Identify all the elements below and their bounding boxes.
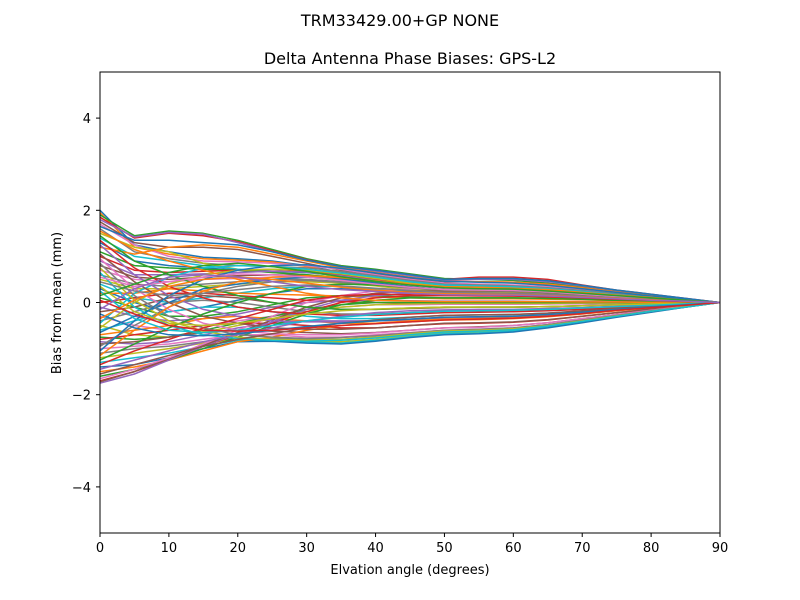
x-axis-label: Elvation angle (degrees) bbox=[330, 563, 489, 578]
x-tick-label: 60 bbox=[505, 541, 522, 556]
series-line-69 bbox=[100, 285, 720, 327]
x-tick-label: 40 bbox=[367, 541, 384, 556]
y-tick-label: 0 bbox=[83, 297, 91, 312]
x-tick-label: 90 bbox=[712, 541, 729, 556]
series-line-52 bbox=[100, 230, 720, 304]
axis-ticks: 0 10 20 30 40 50 60 70 80 90 −4 −2 0 2 4 bbox=[72, 112, 728, 556]
figure-suptitle: TRM33429.00+GP NONE bbox=[300, 11, 499, 30]
series-line-56 bbox=[100, 253, 720, 330]
series-line-43 bbox=[100, 297, 720, 378]
y-axis-label: Bias from mean (mm) bbox=[50, 232, 65, 374]
series-line-66 bbox=[100, 301, 720, 375]
series-line-73 bbox=[100, 262, 720, 304]
y-tick-label: 4 bbox=[83, 112, 91, 127]
series-line-75 bbox=[100, 274, 720, 311]
x-tick-label: 20 bbox=[230, 541, 247, 556]
x-tick-label: 10 bbox=[161, 541, 178, 556]
x-tick-label: 80 bbox=[643, 541, 660, 556]
series-line-71 bbox=[100, 301, 720, 337]
plot-area-frame bbox=[99, 71, 721, 534]
series-line-74 bbox=[100, 299, 720, 332]
series-line-60 bbox=[100, 271, 720, 342]
x-tick-label: 70 bbox=[574, 541, 591, 556]
chart-title: Delta Antenna Phase Biases: GPS-L2 bbox=[264, 49, 556, 68]
y-tick-label: −4 bbox=[72, 481, 91, 496]
y-tick-label: −2 bbox=[72, 389, 91, 404]
x-tick-label: 30 bbox=[298, 541, 315, 556]
series-line-67 bbox=[100, 273, 720, 304]
series-line-57 bbox=[100, 258, 720, 336]
y-tick-label: 2 bbox=[83, 204, 91, 219]
series-line-70 bbox=[100, 290, 720, 334]
x-tick-label: 50 bbox=[436, 541, 453, 556]
series-line-54 bbox=[100, 239, 720, 317]
series-line-51 bbox=[100, 225, 720, 304]
series-lines bbox=[100, 209, 720, 384]
x-tick-label: 0 bbox=[96, 541, 104, 556]
